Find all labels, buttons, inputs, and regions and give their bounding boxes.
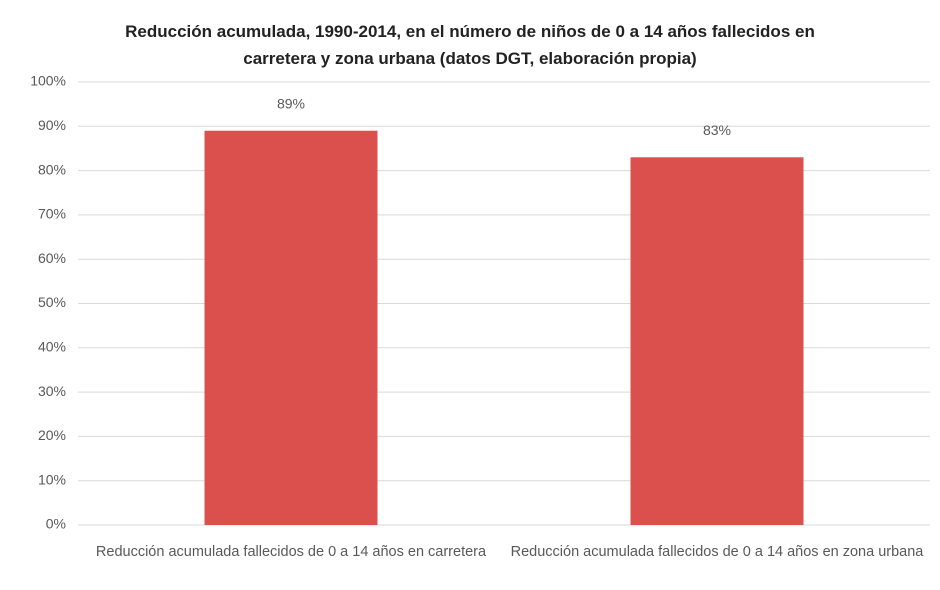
y-tick-label: 10% [38, 471, 66, 487]
bar [630, 157, 804, 525]
x-tick-label: Reducción acumulada fallecidos de 0 a 14… [510, 544, 924, 560]
y-tick-label: 100% [30, 73, 66, 89]
data-label: 83% [703, 122, 731, 138]
y-tick-label: 80% [38, 161, 66, 177]
y-tick-label: 90% [38, 117, 66, 133]
y-tick-label: 30% [38, 383, 66, 399]
y-tick-label: 50% [38, 294, 66, 310]
y-tick-label: 0% [46, 516, 66, 532]
data-label: 89% [277, 95, 305, 111]
y-tick-label: 40% [38, 339, 66, 355]
y-tick-label: 70% [38, 206, 66, 222]
y-tick-label: 60% [38, 250, 66, 266]
x-tick-label: Reducción acumulada fallecidos de 0 a 14… [95, 544, 487, 560]
y-tick-label: 20% [38, 427, 66, 443]
bar [204, 130, 378, 526]
chart-title: Reducción acumulada, 1990-2014, en el nú… [125, 22, 815, 68]
